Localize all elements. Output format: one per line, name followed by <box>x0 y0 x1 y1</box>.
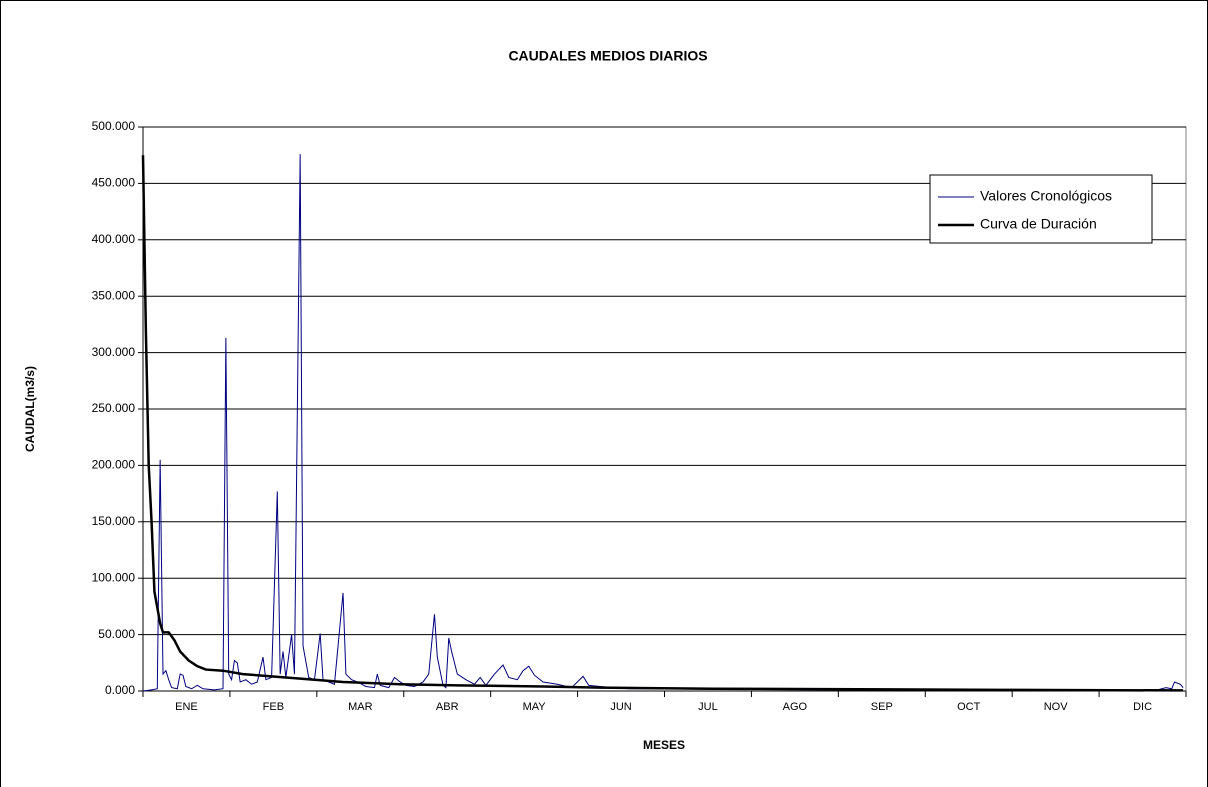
y-tick-label: 300.000 <box>92 345 136 359</box>
y-tick-label: 150.000 <box>92 514 136 528</box>
x-tick-label: SEP <box>871 701 893 713</box>
x-tick-label: ENE <box>175 701 198 713</box>
y-tick-label: 350.000 <box>92 288 136 302</box>
x-tick-label: OCT <box>957 701 981 713</box>
x-tick-label: JUN <box>610 701 631 713</box>
legend-box <box>929 174 1153 244</box>
x-tick-label: DIC <box>1133 701 1152 713</box>
x-tick-label: MAY <box>523 701 547 713</box>
y-tick-label: 250.000 <box>92 401 136 415</box>
y-tick-label: 500.000 <box>92 119 136 133</box>
y-axis-title: CAUDAL(m3/s) <box>23 366 37 452</box>
x-tick-label: ABR <box>436 701 459 713</box>
y-tick-label: 0.000 <box>105 683 135 697</box>
x-tick-label: MAR <box>348 701 373 713</box>
legend-label: Valores Cronológicos <box>980 188 1112 204</box>
x-tick-label: AGO <box>783 701 808 713</box>
y-tick-label: 450.000 <box>92 176 136 190</box>
x-tick-label: NOV <box>1044 701 1069 713</box>
x-tick-label: FEB <box>263 701 284 713</box>
y-tick-label: 100.000 <box>92 570 136 584</box>
y-tick-label: 200.000 <box>92 458 136 472</box>
x-tick-label: JUL <box>698 701 718 713</box>
y-tick-label: 50.000 <box>98 627 135 641</box>
y-tick-label: 400.000 <box>92 232 136 246</box>
legend-label: Curva de Duración <box>980 216 1097 232</box>
x-axis-title: MESES <box>643 738 685 752</box>
series-line <box>141 155 1184 692</box>
chart-title: CAUDALES MEDIOS DIARIOS <box>508 48 707 64</box>
